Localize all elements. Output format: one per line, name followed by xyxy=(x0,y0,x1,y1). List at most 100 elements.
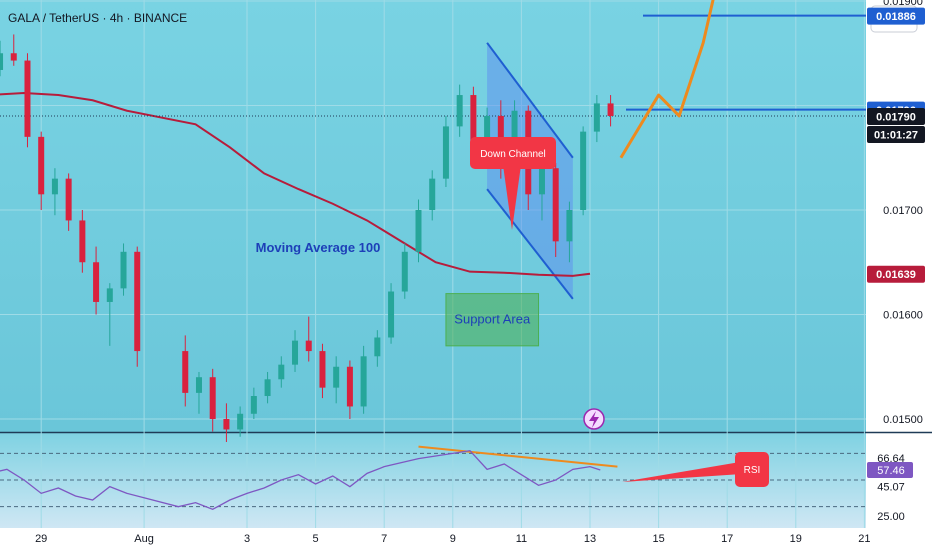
time-tick-label: 21 xyxy=(858,533,870,545)
candle-body xyxy=(511,110,518,163)
lightning-bolt-icon[interactable] xyxy=(583,408,605,430)
time-tick-label: 15 xyxy=(652,533,664,545)
price-label-text: 0.01886 xyxy=(876,11,916,23)
main-pane-bg xyxy=(0,0,866,432)
support-area-label: Support Area xyxy=(454,312,531,327)
time-tick-label: 13 xyxy=(584,533,596,545)
candle-body xyxy=(223,419,230,430)
candle-body xyxy=(195,377,202,393)
price-tick-label: 0.01700 xyxy=(883,205,923,217)
rsi-line xyxy=(0,449,601,511)
callout-box xyxy=(470,137,556,169)
candle-body xyxy=(484,115,491,148)
projection-path xyxy=(619,0,715,159)
candle-body xyxy=(360,356,367,407)
candle-body xyxy=(237,413,244,430)
candle-body xyxy=(593,103,600,132)
price-label-text: 0.01639 xyxy=(876,269,916,281)
rsi-callout-box xyxy=(735,452,769,487)
candle-body xyxy=(566,210,573,242)
time-tick-label: 3 xyxy=(244,533,250,545)
candle-body xyxy=(607,103,614,116)
moving-average-line xyxy=(0,91,591,277)
time-tick-label: Aug xyxy=(134,533,154,545)
candle-body xyxy=(0,53,4,70)
down-channel-callout: Down Channel xyxy=(470,137,556,230)
down-channel-label: Down Channel xyxy=(480,149,546,160)
rsi-callout: RSI xyxy=(622,452,769,487)
candle-body xyxy=(580,131,587,210)
rsi-value-tag xyxy=(867,462,913,479)
rsi-bands xyxy=(0,452,866,508)
support-area-box xyxy=(445,293,540,347)
time-axis-bg xyxy=(0,528,932,550)
candle-body xyxy=(388,291,395,338)
candle-body xyxy=(65,178,72,221)
price-tick-label: 0.01500 xyxy=(883,414,923,426)
support-area: Support Area xyxy=(445,293,540,347)
candle-body xyxy=(552,168,559,242)
candle-body xyxy=(305,340,312,352)
candle-body xyxy=(292,340,299,365)
down-channel-lower-line xyxy=(486,188,574,300)
time-axis-ticks: 2729Aug3579111315171921 xyxy=(35,533,870,545)
time-tick-label: 9 xyxy=(450,533,456,545)
grid-lines xyxy=(0,0,866,528)
candle-body xyxy=(401,251,408,292)
time-tick-label: 7 xyxy=(381,533,387,545)
candle-body xyxy=(250,396,257,414)
time-tick-label: 29 xyxy=(35,533,47,545)
candle-body xyxy=(442,126,449,179)
target-levels xyxy=(626,14,866,111)
candle-body xyxy=(319,351,326,388)
candle-body xyxy=(278,364,285,380)
candle-body xyxy=(209,377,216,419)
callout-pointer xyxy=(503,165,521,230)
rsi-tick-label: 45.07 xyxy=(877,482,905,494)
price-label-text: 01:01:27 xyxy=(874,129,918,141)
rsi-callout-label: RSI xyxy=(744,465,761,476)
time-tick-label: 19 xyxy=(790,533,802,545)
candle-body xyxy=(415,210,422,252)
price-axis-bg xyxy=(866,0,932,528)
candle-body xyxy=(79,220,86,263)
price-label-tag xyxy=(867,265,925,283)
down-channel-upper-line xyxy=(486,42,574,159)
rsi-callout-pointer xyxy=(622,462,742,482)
projection-arrow xyxy=(619,0,715,159)
candle-body xyxy=(120,251,127,289)
time-tick-label: 17 xyxy=(721,533,733,545)
price-axis-labels: 0.019750.018860.017960.0179001:01:270.01… xyxy=(867,7,925,283)
rsi-tick-label: 57.46 xyxy=(877,465,905,477)
candle-body xyxy=(264,379,271,397)
price-label-tag xyxy=(867,125,925,143)
time-tick-label: 11 xyxy=(516,533,527,545)
price-label-tag xyxy=(867,7,925,25)
rsi-tick-label: 25.00 xyxy=(877,511,905,523)
candle-body xyxy=(182,351,189,393)
candle-body xyxy=(38,136,45,195)
candle-body xyxy=(374,337,381,357)
moving-average-label: Moving Average 100 xyxy=(256,240,381,255)
price-label-text: 0.01790 xyxy=(876,111,916,123)
price-tick-label: 0.01900 xyxy=(883,0,923,8)
candle-body xyxy=(429,178,436,210)
price-label-tag xyxy=(867,107,925,125)
candle-body xyxy=(456,95,463,127)
candle-body xyxy=(24,60,31,137)
candle-body xyxy=(134,251,141,352)
rsi-divergence-line xyxy=(418,445,618,468)
candle-body xyxy=(333,366,340,388)
time-tick-label: 5 xyxy=(313,533,319,545)
candle-body xyxy=(470,95,477,148)
candle-body xyxy=(51,178,58,195)
rsi-tick-label: 66.64 xyxy=(877,453,905,465)
candle-body xyxy=(346,366,353,407)
candle-body xyxy=(538,168,545,195)
candle-body xyxy=(106,288,113,302)
candle-body xyxy=(93,262,100,302)
price-tick-label: 0.01600 xyxy=(883,310,923,322)
